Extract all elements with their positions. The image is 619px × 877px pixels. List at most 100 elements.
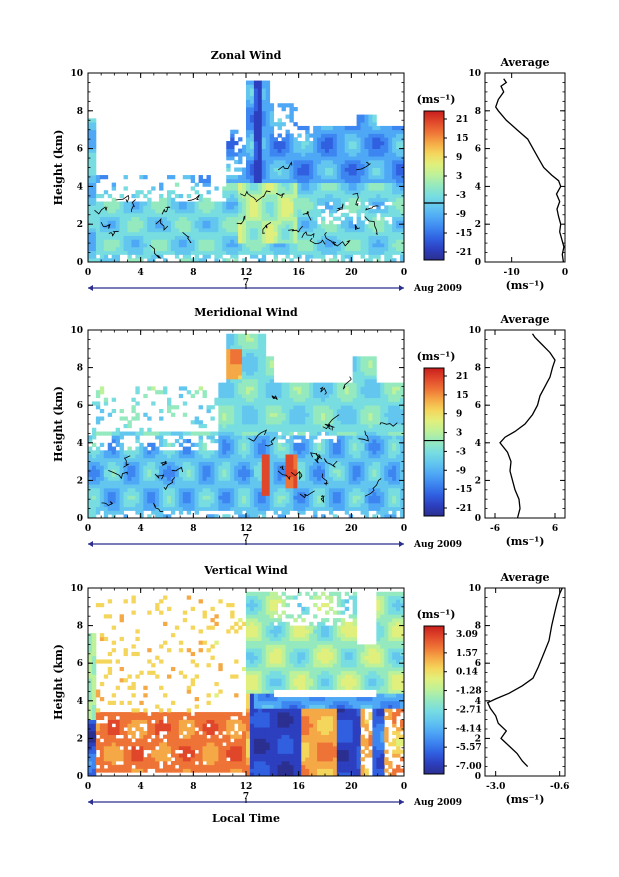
heatmap-cell (305, 152, 309, 156)
heatmap-cell (246, 243, 250, 247)
heatmap-cell (195, 209, 199, 213)
heatmap-cell (365, 405, 369, 409)
heatmap-cell (270, 507, 274, 511)
heatmap-cell (207, 175, 211, 179)
heatmap-cell (392, 175, 396, 179)
heatmap-cell (242, 383, 246, 387)
heatmap-cell (329, 499, 333, 503)
heatmap-cell (238, 371, 242, 375)
heatmap-cell (321, 130, 325, 134)
heatmap-cell (341, 251, 345, 255)
heatmap-cell (341, 232, 345, 236)
heatmap-cell (203, 484, 207, 488)
heatmap-cell (207, 217, 211, 221)
heatmap-cell (325, 133, 329, 137)
heatmap-cell (353, 152, 357, 156)
heatmap-cell (297, 141, 301, 145)
heatmap-cell (388, 224, 392, 228)
heatmap-cell (396, 130, 400, 134)
heatmap-cell (254, 499, 258, 503)
heatmap-cell (92, 450, 96, 454)
heatmap-cell (92, 141, 96, 145)
heatmap-cell (207, 213, 211, 217)
heatmap-cell (333, 156, 337, 160)
heatmap-cell (112, 484, 116, 488)
heatmap-cell (376, 409, 380, 413)
heatmap-cell (293, 454, 297, 458)
heatmap-cell (167, 454, 171, 458)
heatmap-cell (230, 213, 234, 217)
heatmap-cell (325, 469, 329, 473)
heatmap-cell (368, 507, 372, 511)
heatmap-cell (396, 164, 400, 168)
colorbar-unit: (ms⁻¹) (417, 93, 456, 106)
heatmap-cell (365, 503, 369, 507)
heatmap-cell (171, 458, 175, 462)
heatmap-cell (195, 390, 199, 394)
heatmap-cell (313, 137, 317, 141)
heatmap-cell (282, 179, 286, 183)
heatmap-cell (289, 450, 293, 454)
heatmap-cell (171, 236, 175, 240)
heatmap-cell (353, 171, 357, 175)
heatmap-cell (147, 507, 151, 511)
heatmap-cell (155, 510, 159, 514)
heatmap-cell (392, 435, 396, 439)
heatmap-cell (392, 130, 396, 134)
heatmap-cell (278, 495, 282, 499)
heatmap-cell (254, 383, 258, 387)
profile-x-axis-label: (ms⁻¹) (506, 279, 545, 292)
heatmap-cell (282, 251, 286, 255)
heatmap-cell (309, 432, 313, 436)
heatmap-cell (167, 462, 171, 466)
heatmap-cell (392, 484, 396, 488)
heatmap-cell (171, 465, 175, 469)
heatmap-cell (388, 194, 392, 198)
heatmap-cell (120, 243, 124, 247)
heatmap-cell (183, 477, 187, 481)
heatmap-cell (262, 462, 266, 466)
heatmap-cell (392, 179, 396, 183)
heatmap-cell (222, 435, 226, 439)
heatmap-cell (120, 480, 124, 484)
heatmap-cell (258, 371, 262, 375)
heatmap-cell (368, 484, 372, 488)
heatmap-cell (372, 156, 376, 160)
heatmap-cell (376, 503, 380, 507)
heatmap-cell (365, 141, 369, 145)
heatmap-cell (289, 465, 293, 469)
heatmap-cell (159, 450, 163, 454)
heatmap-cell (230, 190, 234, 194)
heatmap-cell (238, 183, 242, 187)
heatmap-cell (313, 156, 317, 160)
heatmap-cell (337, 401, 341, 405)
heatmap-cell (368, 379, 372, 383)
heatmap-cell (92, 488, 96, 492)
heatmap-cell (96, 495, 100, 499)
heatmap-cell (349, 454, 353, 458)
heatmap-cell (365, 115, 369, 119)
heatmap-cell (380, 424, 384, 428)
heatmap-cell (286, 115, 290, 119)
heatmap-cell (230, 345, 234, 349)
heatmap-cell (293, 465, 297, 469)
heatmap-cell (368, 236, 372, 240)
heatmap-cell (368, 209, 372, 213)
heatmap-cell (289, 190, 293, 194)
heatmap-cell (388, 413, 392, 417)
heatmap-cell (226, 484, 230, 488)
heatmap-cell (183, 495, 187, 499)
heatmap-cell (135, 510, 139, 514)
heatmap-cell (301, 179, 305, 183)
heatmap-cell (108, 209, 112, 213)
heatmap-cell (203, 454, 207, 458)
heatmap-cell (305, 465, 309, 469)
heatmap-cell (112, 247, 116, 251)
heatmap-cell (222, 186, 226, 190)
heatmap-cell (345, 220, 349, 224)
heatmap-cell (128, 462, 132, 466)
heatmap-cell (167, 247, 171, 251)
colorbar-label: 3 (456, 172, 462, 182)
heatmap-cell (357, 371, 361, 375)
heatmap-cell (262, 394, 266, 398)
